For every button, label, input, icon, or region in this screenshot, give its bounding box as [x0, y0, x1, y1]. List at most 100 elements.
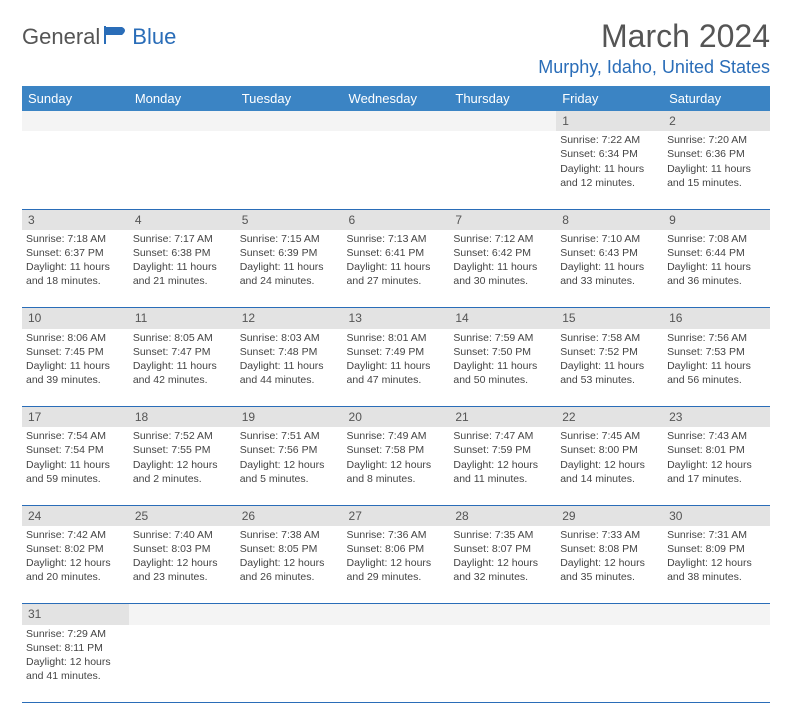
day-number-cell: [129, 604, 236, 625]
day-cell: Sunrise: 7:10 AMSunset: 6:43 PMDaylight:…: [556, 230, 663, 308]
page-title: March 2024: [538, 18, 770, 55]
sunset-line: Sunset: 6:39 PM: [240, 246, 339, 260]
sunrise-line: Sunrise: 7:10 AM: [560, 232, 659, 246]
week-row: Sunrise: 7:42 AMSunset: 8:02 PM Daylight:…: [22, 526, 770, 604]
daylight-line-2: and 35 minutes.: [560, 570, 659, 584]
day-header: Tuesday: [236, 86, 343, 111]
daylight-line-2: and 21 minutes.: [133, 274, 232, 288]
day-cell: Sunrise: 7:43 AMSunset: 8:01 PMDaylight:…: [663, 427, 770, 505]
day-cell: Sunrise: 7:52 AMSunset: 7:55 PMDaylight:…: [129, 427, 236, 505]
sunset-line: Sunset: 8:07 PM: [453, 542, 552, 556]
week-row: Sunrise: 7:29 AMSunset: 8:11 PMDaylight:…: [22, 625, 770, 703]
sunrise-line: Sunrise: 7:22 AM: [560, 133, 659, 147]
sunrise-line: Sunrise: 8:05 AM: [133, 331, 232, 345]
day-number-cell: 21: [449, 407, 556, 428]
day-number-cell: 6: [343, 209, 450, 230]
daylight-line-1: Daylight: 12 hours: [347, 458, 446, 472]
sunset-line: Sunset: 7:50 PM: [453, 345, 552, 359]
day-cell: Sunrise: 7:49 AMSunset: 7:58 PMDaylight:…: [343, 427, 450, 505]
daylight-line-1: Daylight: 11 hours: [453, 359, 552, 373]
day-number-cell: 29: [556, 505, 663, 526]
day-cell: Sunrise: 8:05 AMSunset: 7:47 PMDaylight:…: [129, 329, 236, 407]
day-number-cell: [236, 604, 343, 625]
day-cell: Sunrise: 7:08 AMSunset: 6:44 PMDaylight:…: [663, 230, 770, 308]
day-cell: Sunrise: 7:45 AMSunset: 8:00 PMDaylight:…: [556, 427, 663, 505]
day-number-row: 12: [22, 111, 770, 131]
day-cell: Sunrise: 7:51 AMSunset: 7:56 PMDaylight:…: [236, 427, 343, 505]
day-number-cell: 13: [343, 308, 450, 329]
daylight-line-2: and 47 minutes.: [347, 373, 446, 387]
sunrise-line: Sunrise: 7:56 AM: [667, 331, 766, 345]
daylight-line-2: and 8 minutes.: [347, 472, 446, 486]
sunset-line: Sunset: 8:00 PM: [560, 443, 659, 457]
day-header-row: SundayMondayTuesdayWednesdayThursdayFrid…: [22, 86, 770, 111]
day-number-cell: [663, 604, 770, 625]
sunset-line: Sunset: 7:55 PM: [133, 443, 232, 457]
daylight-line-1: Daylight: 11 hours: [560, 359, 659, 373]
daylight-line-2: and 12 minutes.: [560, 176, 659, 190]
daylight-line-2: and 18 minutes.: [26, 274, 125, 288]
daylight-line-1: Daylight: 12 hours: [560, 458, 659, 472]
day-number-cell: 24: [22, 505, 129, 526]
day-number-cell: 7: [449, 209, 556, 230]
day-number-cell: 20: [343, 407, 450, 428]
daylight-line-2: and 39 minutes.: [26, 373, 125, 387]
sunrise-line: Sunrise: 7:54 AM: [26, 429, 125, 443]
daylight-line-1: Daylight: 11 hours: [26, 359, 125, 373]
day-number-row: 10111213141516: [22, 308, 770, 329]
day-number-cell: 8: [556, 209, 663, 230]
day-cell: Sunrise: 7:56 AMSunset: 7:53 PMDaylight:…: [663, 329, 770, 407]
sunrise-line: Sunrise: 7:47 AM: [453, 429, 552, 443]
sunrise-line: Sunrise: 8:01 AM: [347, 331, 446, 345]
daylight-line-2: and 30 minutes.: [453, 274, 552, 288]
day-number-row: 24252627282930: [22, 505, 770, 526]
sunrise-line: Sunrise: 7:17 AM: [133, 232, 232, 246]
sunrise-line: Sunrise: 8:03 AM: [240, 331, 339, 345]
day-number-row: 17181920212223: [22, 407, 770, 428]
day-number-cell: [236, 111, 343, 131]
day-number-cell: 2: [663, 111, 770, 131]
daylight-line-2: and 23 minutes.: [133, 570, 232, 584]
daylight-line-1: Daylight: 12 hours: [133, 556, 232, 570]
day-number-cell: [343, 604, 450, 625]
day-number-cell: 3: [22, 209, 129, 230]
daylight-line-1: Daylight: 11 hours: [667, 359, 766, 373]
day-number-cell: 16: [663, 308, 770, 329]
sunset-line: Sunset: 6:34 PM: [560, 147, 659, 161]
sunset-line: Sunset: 6:38 PM: [133, 246, 232, 260]
day-cell: [236, 131, 343, 209]
daylight-line-1: Daylight: 11 hours: [133, 359, 232, 373]
sunset-line: Sunset: 7:47 PM: [133, 345, 232, 359]
day-cell: Sunrise: 7:58 AMSunset: 7:52 PMDaylight:…: [556, 329, 663, 407]
daylight-line-1: Daylight: 11 hours: [133, 260, 232, 274]
day-number-cell: 18: [129, 407, 236, 428]
day-number-cell: 4: [129, 209, 236, 230]
daylight-line-2: and 26 minutes.: [240, 570, 339, 584]
day-cell: Sunrise: 7:22 AMSunset: 6:34 PMDaylight:…: [556, 131, 663, 209]
day-cell: Sunrise: 7:18 AMSunset: 6:37 PMDaylight:…: [22, 230, 129, 308]
daylight-line-1: Daylight: 11 hours: [667, 260, 766, 274]
sunset-line: Sunset: 8:02 PM: [26, 542, 125, 556]
daylight-line-1: Daylight: 12 hours: [347, 556, 446, 570]
daylight-line-2: and 56 minutes.: [667, 373, 766, 387]
day-number-cell: [556, 604, 663, 625]
daylight-line-1: Daylight: 11 hours: [347, 260, 446, 274]
sunset-line: Sunset: 7:58 PM: [347, 443, 446, 457]
flag-icon: [104, 26, 130, 49]
sunset-line: Sunset: 8:08 PM: [560, 542, 659, 556]
daylight-line-2: and 36 minutes.: [667, 274, 766, 288]
daylight-line-2: and 27 minutes.: [347, 274, 446, 288]
day-number-cell: 15: [556, 308, 663, 329]
day-number-cell: 9: [663, 209, 770, 230]
sunset-line: Sunset: 6:42 PM: [453, 246, 552, 260]
sunset-line: Sunset: 6:41 PM: [347, 246, 446, 260]
sunset-line: Sunset: 7:45 PM: [26, 345, 125, 359]
day-number-cell: 1: [556, 111, 663, 131]
day-number-cell: [22, 111, 129, 131]
daylight-line-2: and 44 minutes.: [240, 373, 339, 387]
day-number-cell: 22: [556, 407, 663, 428]
sunrise-line: Sunrise: 7:13 AM: [347, 232, 446, 246]
day-header: Monday: [129, 86, 236, 111]
daylight-line-1: Daylight: 11 hours: [26, 458, 125, 472]
sunrise-line: Sunrise: 7:42 AM: [26, 528, 125, 542]
